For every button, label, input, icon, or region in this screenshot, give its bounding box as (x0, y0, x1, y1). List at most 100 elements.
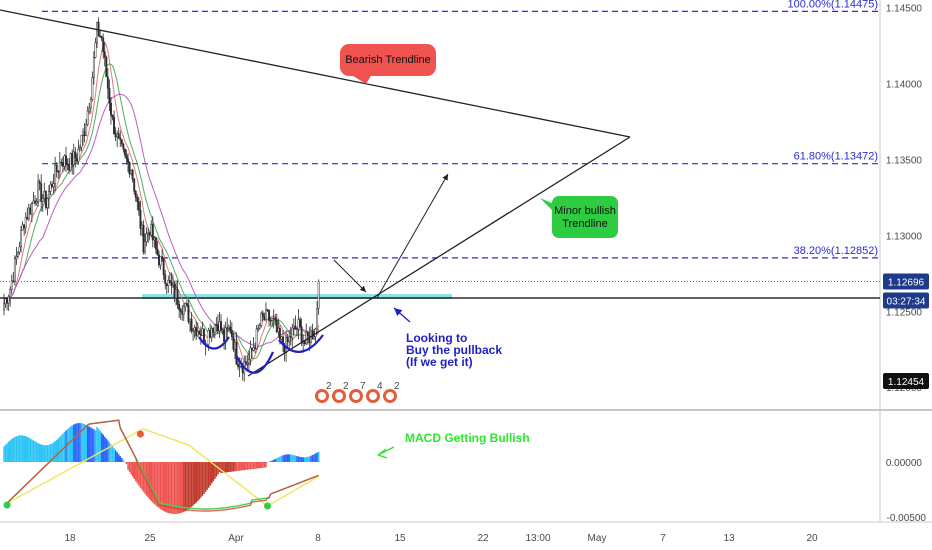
support-zone (142, 294, 452, 299)
macd-histogram-bar (56, 439, 58, 462)
macd-histogram-bar (105, 438, 108, 462)
macd-histogram-bar (93, 429, 95, 462)
macd-histogram-bar (316, 452, 318, 462)
macd-histogram-bar (200, 462, 202, 498)
bullish-callout-pointer (540, 198, 554, 212)
macd-histogram-bar (57, 438, 60, 462)
candle-body (286, 337, 289, 343)
candle-body (65, 155, 67, 165)
macd-histogram-bar (305, 457, 308, 462)
time-tick-label: 8 (315, 533, 321, 544)
candle-body (291, 327, 294, 339)
candle-body (252, 347, 255, 351)
macd-histogram-bar (180, 462, 182, 514)
macd-note: MACD Getting Bullish (405, 431, 530, 445)
macd-histogram-bar (37, 443, 39, 462)
macd-histogram-bar (128, 462, 131, 473)
macd-histogram-bar (192, 462, 194, 506)
time-tick-label: 20 (806, 533, 818, 544)
macd-histogram-bar (71, 425, 73, 462)
macd-histogram-bar (94, 430, 97, 462)
candle-body (21, 224, 24, 231)
macd-histogram-bar (159, 462, 162, 510)
candle-body (170, 282, 173, 286)
macd-histogram-bar (255, 462, 258, 469)
candle-body (220, 321, 222, 332)
candle-body (297, 319, 300, 330)
macd-histogram-bar (15, 436, 18, 462)
candle-body (116, 133, 119, 138)
macd-histogram-bar (113, 448, 115, 462)
macd-histogram-bar (158, 462, 160, 509)
macd-histogram-bar (310, 455, 312, 462)
macd-histogram-bar (40, 444, 42, 462)
candle-body (263, 316, 266, 320)
candle-body (137, 201, 140, 211)
macd-histogram-bar (299, 456, 301, 462)
macd-histogram-bar (269, 461, 272, 462)
bullish-callout-label-2: Trendline (562, 218, 607, 230)
price-tick-label: 1.12500 (886, 307, 923, 318)
event-flag-count: 7 (360, 381, 366, 392)
macd-histogram-bar (189, 462, 191, 509)
macd-histogram-bar (139, 462, 142, 488)
macd-histogram-bar (186, 462, 188, 511)
macd-histogram-bar (7, 441, 10, 462)
candle-body (88, 107, 91, 112)
candle-body (44, 190, 47, 208)
macd-histogram-bar (141, 462, 143, 490)
macd-histogram-bar (49, 444, 52, 462)
macd-histogram-bar (314, 453, 317, 462)
candle-body (258, 325, 261, 329)
candle-body (306, 331, 309, 336)
candle-body (43, 190, 46, 199)
candle-body (209, 330, 212, 338)
candle-body (162, 258, 165, 275)
macd-histogram-bar (29, 438, 32, 462)
macd-histogram-bar (138, 462, 140, 486)
macd-histogram-bar (242, 462, 244, 471)
macd-histogram-bar (69, 426, 72, 462)
candle-body (119, 137, 122, 140)
candle-body (145, 233, 148, 242)
candle-body (142, 224, 145, 253)
macd-histogram-bar (308, 456, 311, 462)
candle-body (201, 328, 204, 336)
candle-body (72, 151, 75, 166)
macd-tick-label: -0.00500 (887, 513, 927, 524)
macd-histogram-bar (288, 454, 290, 462)
macd-histogram-bar (251, 462, 253, 470)
macd-histogram-bar (162, 462, 165, 512)
time-tick-label: Apr (228, 533, 244, 544)
candle-body (136, 197, 139, 202)
macd-histogram-bar (234, 462, 236, 472)
candle-body (215, 324, 218, 326)
macd-histogram-bar (164, 462, 166, 512)
candle-body (105, 56, 108, 78)
macd-histogram-bar (195, 462, 197, 503)
candle-body (173, 283, 176, 299)
candle-body (139, 209, 142, 229)
candle-body (221, 329, 224, 332)
candle-body (176, 289, 179, 305)
macd-histogram-bar (82, 423, 84, 462)
macd-histogram-bar (3, 446, 5, 462)
macd-histogram-bar (42, 444, 44, 462)
macd-histogram-bar (18, 435, 21, 462)
candle-body (288, 336, 291, 343)
candle-body (316, 308, 319, 330)
macd-histogram-bar (243, 462, 246, 471)
macd-histogram-bar (46, 445, 49, 462)
macd-histogram-bar (4, 444, 7, 462)
macd-histogram-bar (87, 425, 89, 462)
candle-body (294, 325, 297, 330)
candle-body (237, 364, 240, 367)
macd-histogram-bar (155, 462, 157, 506)
macd-histogram-bar (175, 462, 177, 514)
candle-body (265, 309, 267, 320)
event-flag: 2 (332, 381, 349, 403)
event-flag-count: 2 (394, 381, 400, 392)
candle-body (213, 324, 216, 333)
moving-average-line (3, 63, 320, 360)
candle-body (182, 306, 185, 315)
